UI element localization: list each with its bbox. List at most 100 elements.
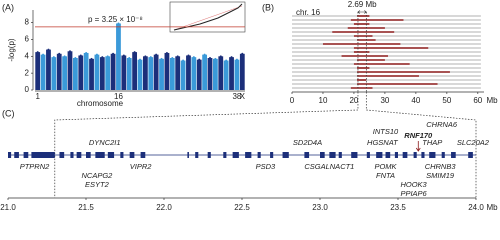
panel-label: (B) — [262, 2, 274, 12]
x-tick-label: 23.0 — [312, 203, 328, 212]
gene-block — [413, 152, 417, 158]
x-tick-label: 21.5 — [78, 203, 94, 212]
gene-label: VIPR2 — [130, 162, 153, 171]
gene-label: SD2D4A — [293, 138, 322, 147]
snp-column — [121, 55, 127, 90]
gene-block — [140, 152, 146, 158]
snp-top — [117, 22, 120, 25]
snp-column — [202, 54, 208, 90]
snp-column — [234, 59, 240, 90]
snp-top — [90, 57, 93, 60]
gene-label: NCAPG2 — [81, 171, 113, 180]
panel-label: (A) — [2, 2, 14, 12]
snp-column — [153, 54, 159, 90]
gene-label: PSD3 — [256, 162, 276, 171]
x-tick-label: 38 — [232, 92, 241, 101]
snp-top — [198, 58, 201, 61]
snp-column — [105, 56, 111, 90]
snp-column — [223, 60, 229, 90]
gene-label: DYNC2I1 — [89, 138, 121, 147]
snp-column — [99, 57, 105, 90]
y-axis-title: -log(p) — [7, 38, 16, 61]
x-unit: Mb — [486, 203, 498, 212]
gene-label: INTS10 — [373, 127, 399, 136]
x-unit: Mb — [486, 96, 498, 105]
y-tick-label: 6 — [25, 35, 30, 44]
snp-top — [219, 55, 222, 58]
snp-column — [191, 57, 197, 90]
snp-top — [203, 53, 206, 56]
snp-top — [176, 55, 179, 58]
x-tick-label: 20 — [349, 96, 358, 105]
snp-top — [241, 52, 244, 55]
snp-top — [214, 57, 217, 60]
snp-top — [225, 59, 228, 62]
x-tick-label: 16 — [114, 92, 123, 101]
snp-column — [62, 56, 68, 90]
snp-column — [78, 55, 84, 90]
gene-label: CHRNA6 — [426, 120, 458, 129]
snp-column — [180, 60, 186, 90]
x-axis-title: chromosome — [77, 99, 124, 108]
snp-top — [85, 51, 88, 54]
snp-column — [142, 56, 148, 90]
snp-top — [144, 55, 147, 58]
gene-block — [245, 152, 252, 158]
gene-block — [129, 152, 135, 158]
snp-column — [35, 52, 41, 90]
snp-top — [160, 57, 163, 60]
snp-top — [79, 54, 82, 57]
region-arrow — [357, 10, 367, 14]
x-tick-label: 40 — [411, 96, 420, 105]
zoom-connector — [365, 92, 477, 198]
snp-top — [52, 56, 55, 59]
gene-block — [232, 152, 239, 158]
x-tick-label: 1 — [35, 92, 40, 101]
gene-block — [351, 152, 358, 158]
snp-top — [235, 58, 238, 61]
snp-column — [148, 57, 154, 90]
gene-block — [366, 152, 370, 158]
snp-top — [149, 56, 152, 59]
gene-block — [385, 152, 391, 158]
snp-top — [63, 55, 66, 58]
x-tick-label: 50 — [442, 96, 451, 105]
gene-block — [207, 152, 211, 158]
snp-column — [83, 52, 89, 90]
snp-column — [89, 58, 94, 90]
x-tick-label: 0 — [290, 96, 295, 105]
snp-column — [137, 59, 143, 90]
gene-block — [376, 152, 383, 158]
zoom-connector — [54, 92, 359, 198]
gene-block — [76, 152, 82, 158]
gene-label: THAP — [422, 138, 442, 147]
snp-column — [164, 52, 170, 90]
snp-top — [182, 59, 185, 62]
snp-column — [132, 52, 138, 90]
gene-block — [441, 152, 445, 158]
gene-block — [329, 152, 336, 158]
gene-label: SMIM19 — [426, 171, 455, 180]
snp-top — [42, 53, 45, 56]
snp-column — [218, 56, 224, 90]
snp-column — [116, 23, 121, 90]
snp-column — [110, 53, 116, 90]
y-tick-label: 4 — [25, 51, 30, 60]
snp-column — [212, 58, 218, 90]
gene-label: POMK — [374, 162, 397, 171]
gene-block — [421, 152, 425, 158]
snp-top — [230, 56, 233, 59]
gene-block — [70, 152, 74, 158]
y-tick-label: 2 — [25, 68, 30, 77]
snp-top — [192, 56, 195, 59]
gene-block — [187, 152, 189, 158]
y-tick-label: 8 — [25, 18, 30, 27]
gene-block — [31, 152, 55, 158]
snp-column — [229, 57, 234, 90]
snp-top — [155, 53, 158, 56]
gene-block — [320, 152, 325, 158]
figure: (A) (B) (C) chromosome -log(p) p = 3.25 … — [0, 0, 498, 212]
snp-column — [46, 49, 51, 90]
gene-block — [86, 152, 91, 158]
snp-column — [159, 58, 164, 90]
